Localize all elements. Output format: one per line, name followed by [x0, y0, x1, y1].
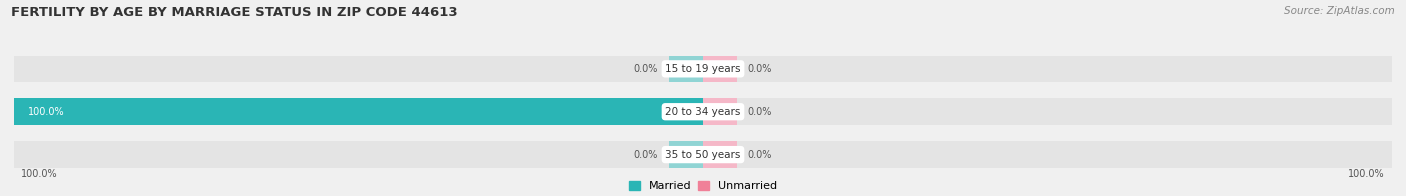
Bar: [14, 141, 703, 168]
Text: 0.0%: 0.0%: [634, 64, 658, 74]
Text: 100.0%: 100.0%: [21, 170, 58, 180]
Text: 100.0%: 100.0%: [28, 107, 65, 117]
Text: 0.0%: 0.0%: [748, 107, 772, 117]
Bar: [703, 55, 738, 82]
Legend: Married, Unmarried: Married, Unmarried: [628, 181, 778, 191]
Text: 35 to 50 years: 35 to 50 years: [665, 150, 741, 160]
Bar: [703, 141, 1392, 168]
Text: 0.0%: 0.0%: [634, 150, 658, 160]
Bar: [14, 98, 703, 125]
Bar: [14, 98, 703, 125]
Text: 100.0%: 100.0%: [1348, 170, 1385, 180]
Bar: [669, 55, 703, 82]
Text: 0.0%: 0.0%: [748, 64, 772, 74]
Text: 20 to 34 years: 20 to 34 years: [665, 107, 741, 117]
Text: 0.0%: 0.0%: [748, 150, 772, 160]
Bar: [703, 98, 1392, 125]
Bar: [14, 55, 703, 82]
Bar: [703, 98, 738, 125]
Text: 15 to 19 years: 15 to 19 years: [665, 64, 741, 74]
Text: FERTILITY BY AGE BY MARRIAGE STATUS IN ZIP CODE 44613: FERTILITY BY AGE BY MARRIAGE STATUS IN Z…: [11, 6, 458, 19]
Bar: [703, 55, 1392, 82]
Bar: [669, 141, 703, 168]
Bar: [703, 141, 738, 168]
Text: Source: ZipAtlas.com: Source: ZipAtlas.com: [1284, 6, 1395, 16]
